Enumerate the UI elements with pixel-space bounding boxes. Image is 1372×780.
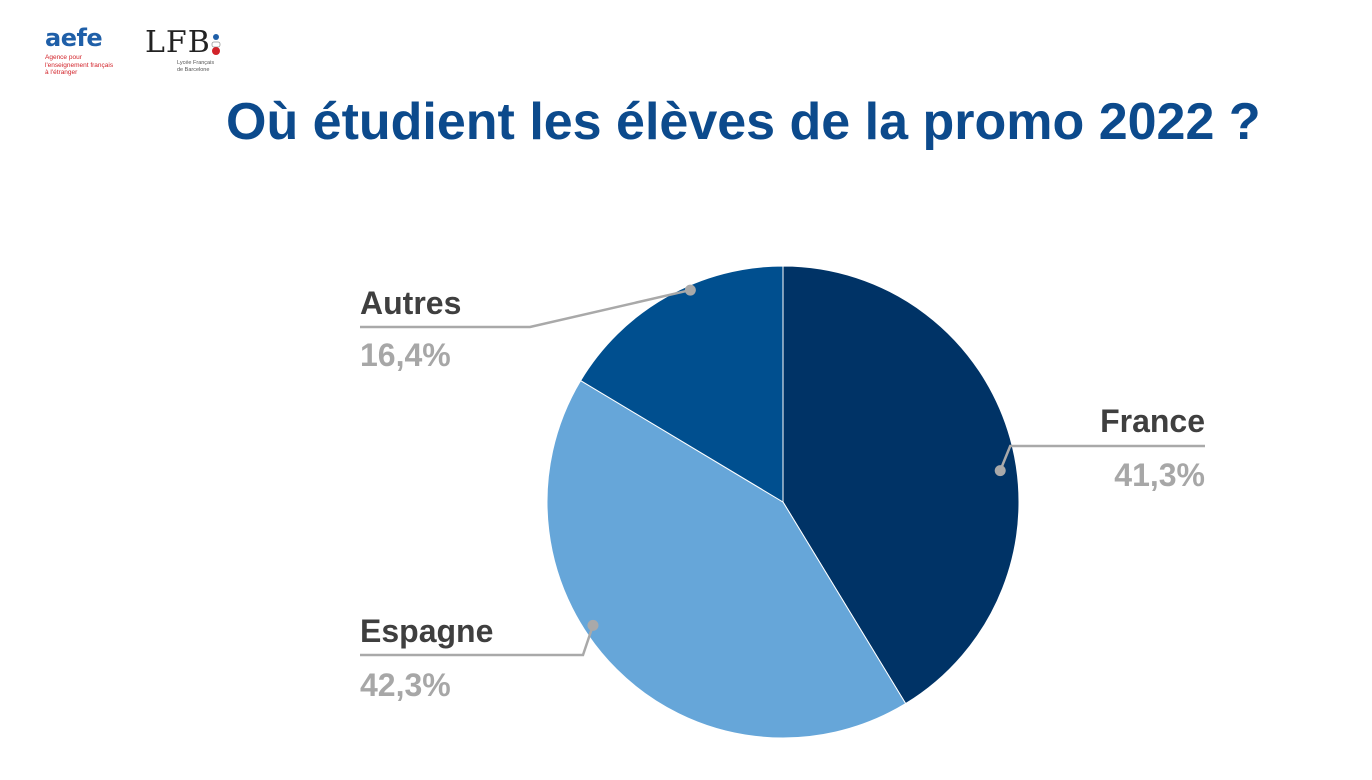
lfb-subtitle-line: Lycée Français	[177, 60, 215, 66]
leader-dot-autres	[684, 284, 696, 296]
aefe-logo-word: aefe	[45, 24, 103, 52]
lfb-logo: LFB Lycée Français de Barcelone	[145, 25, 221, 73]
slice-label-france: France	[1100, 403, 1205, 439]
aefe-subtitle-line: à l'étranger	[45, 69, 78, 76]
aefe-logo-subtitle: Agence pour l'enseignement français à l'…	[45, 54, 125, 77]
logos-area: aefe Agence pour l'enseignement français…	[0, 0, 260, 90]
slice-value-espagne: 42,3%	[360, 667, 451, 703]
lfb-logo-subtitle: Lycée Français de Barcelone	[177, 60, 214, 73]
leader-dot-france	[994, 465, 1006, 477]
leader-dot-espagne	[587, 619, 599, 631]
lfb-subtitle-line: de Barcelone	[177, 66, 210, 73]
page-title: Où étudient les élèves de la promo 2022 …	[226, 93, 1261, 151]
slice-value-france: 41,3%	[1114, 457, 1205, 493]
pie-slice-france	[782, 265, 1020, 705]
lfb-figure-icon	[211, 34, 221, 55]
pie-slice-espagne	[546, 379, 907, 739]
leader-line-france	[999, 444, 1205, 472]
aefe-logo: aefe Agence pour l'enseignement français…	[45, 26, 125, 77]
leader-line-autres	[360, 288, 691, 329]
slice-label-espagne: Espagne	[360, 613, 493, 649]
aefe-subtitle-line: Agence pour	[45, 54, 82, 61]
lfb-logo-word: LFB	[145, 25, 211, 60]
slice-label-autres: Autres	[360, 285, 461, 321]
aefe-subtitle-line: l'enseignement français	[45, 61, 114, 69]
slice-value-autres: 16,4%	[360, 337, 451, 373]
leader-line-espagne	[360, 624, 595, 657]
